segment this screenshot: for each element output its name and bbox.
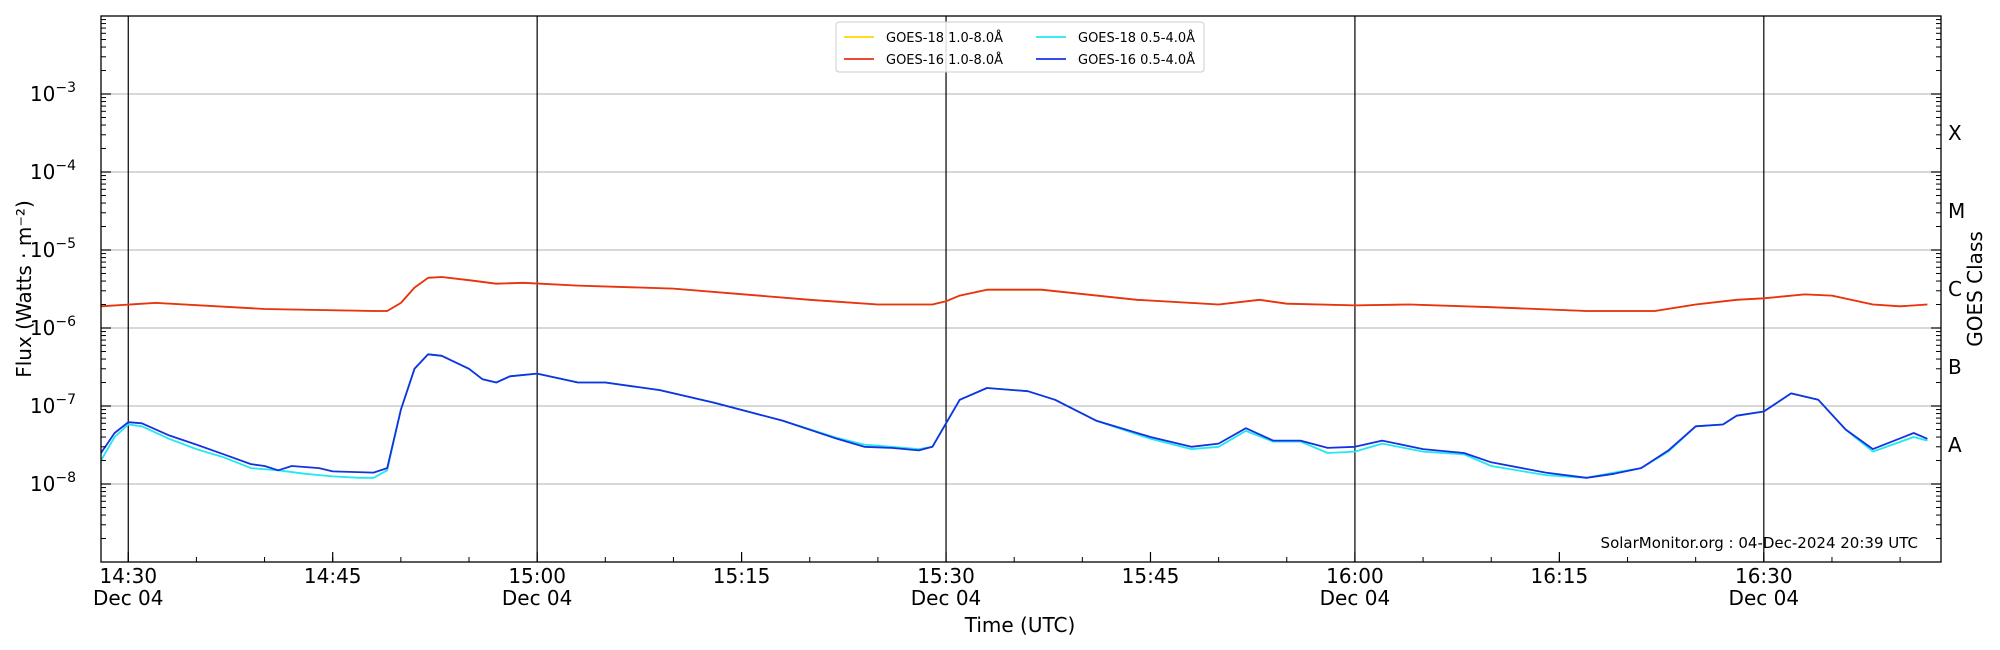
x-tick-date-label: Dec 04 <box>1729 586 1800 610</box>
goes-class-label: B <box>1948 355 1962 379</box>
legend-label: GOES-18 1.0-8.0Å <box>886 30 1003 46</box>
goes-class-label: M <box>1948 199 1965 223</box>
x-tick-label: 16:30 <box>1735 564 1793 588</box>
x-axis-label: Time (UTC) <box>964 613 1076 637</box>
series-line <box>100 276 1928 312</box>
y-axis: 10−8 10−7 10−6 10−5 10−4 10−3 <box>30 19 1941 540</box>
day-marker-lines <box>127 16 1765 562</box>
credit-annotation: SolarMonitor.org : 04-Dec-2024 20:39 UTC <box>1601 534 1918 552</box>
goes-class-axis: A B C M X <box>1948 121 1965 457</box>
y-tick-label: 10−3 <box>30 80 76 106</box>
y-axis-label: Flux (Watts · m⁻²) <box>12 200 36 378</box>
series-lines <box>100 276 1928 479</box>
legend-label: GOES-16 0.5-4.0Å <box>1078 52 1195 68</box>
y-tick-label: 10−6 <box>30 314 76 340</box>
x-tick-label: 15:45 <box>1122 564 1180 588</box>
right-axis-label: GOES Class <box>1963 231 1987 347</box>
x-tick-label: 14:45 <box>304 564 362 588</box>
x-tick-label: 15:30 <box>917 564 975 588</box>
y-tick-label: 10−7 <box>30 392 76 418</box>
goes-class-label: C <box>1948 277 1962 301</box>
x-tick-date-label: Dec 04 <box>93 586 164 610</box>
goes-class-label: X <box>1948 121 1962 145</box>
legend-box <box>835 21 1205 73</box>
grid-lines <box>101 93 1941 485</box>
x-tick-date-label: Dec 04 <box>1320 586 1391 610</box>
x-tick-date-label: Dec 04 <box>911 586 982 610</box>
x-tick-label: 16:15 <box>1531 564 1589 588</box>
goes-class-label: A <box>1948 433 1962 457</box>
y-tick-label: 10−8 <box>30 470 76 496</box>
legend-label: GOES-18 0.5-4.0Å <box>1078 30 1195 46</box>
series-line <box>100 353 1928 479</box>
x-tick-date-label: Dec 04 <box>502 586 573 610</box>
x-tick-label: 16:00 <box>1326 564 1384 588</box>
y-tick-label: 10−4 <box>30 158 76 184</box>
y-tick-label: 10−5 <box>30 236 76 262</box>
legend: GOES-18 1.0-8.0Å GOES-16 1.0-8.0Å GOES-18 … <box>835 21 1205 73</box>
x-tick-label: 14:30 <box>99 564 157 588</box>
x-tick-label: 15:15 <box>713 564 771 588</box>
legend-label: GOES-16 1.0-8.0Å <box>886 52 1003 68</box>
plot-frame <box>100 15 1942 563</box>
x-tick-label: 15:00 <box>508 564 566 588</box>
